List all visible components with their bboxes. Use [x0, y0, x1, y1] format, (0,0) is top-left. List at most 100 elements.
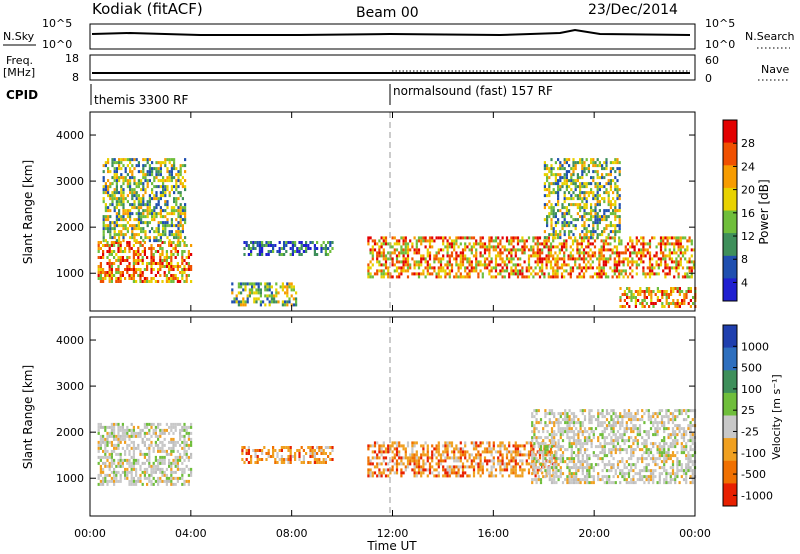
range-cell [516, 272, 520, 276]
range-cell [142, 203, 145, 207]
range-cell [583, 203, 586, 207]
range-cell [146, 280, 149, 283]
range-cell [596, 215, 599, 219]
range-cell [176, 464, 179, 468]
range-cell [143, 434, 146, 438]
range-cell [108, 479, 111, 483]
range-cell [305, 452, 308, 455]
range-cell [598, 254, 601, 258]
range-cell [563, 218, 566, 222]
range-cell [572, 203, 575, 207]
range-cell [376, 251, 379, 255]
range-cell [313, 244, 316, 247]
range-cell [576, 194, 579, 198]
range-cell [555, 418, 558, 422]
range-cell [490, 266, 493, 270]
range-cell [542, 460, 545, 464]
range-cell [113, 476, 116, 480]
range-cell [159, 467, 162, 471]
range-cell [530, 465, 533, 469]
range-cell [181, 209, 184, 213]
range-cell [422, 269, 425, 273]
range-cell [505, 453, 509, 457]
range-cell [291, 241, 294, 244]
range-cell [656, 290, 659, 293]
range-cell [115, 206, 118, 210]
range-cell [292, 297, 295, 301]
range-cell [479, 269, 482, 273]
range-cell [566, 481, 569, 485]
range-cell [115, 224, 118, 228]
range-cell [287, 458, 290, 461]
range-cell [398, 453, 401, 457]
range-cell [575, 445, 578, 449]
range-cell [603, 427, 606, 431]
range-cell [174, 464, 177, 468]
range-cell [118, 218, 121, 222]
range-cell [523, 444, 526, 448]
nsky-trace [91, 28, 691, 37]
range-cell [586, 430, 589, 434]
range-cell [550, 191, 553, 195]
range-cell [406, 462, 410, 466]
range-cell [455, 459, 458, 463]
range-cell [152, 259, 155, 262]
range-cell [424, 453, 427, 457]
range-cell [446, 471, 449, 475]
range-cell [148, 206, 151, 210]
data-region [97, 422, 193, 486]
range-cell [690, 266, 693, 270]
range-cell [409, 248, 412, 252]
range-cell [426, 260, 429, 264]
range-cell [634, 305, 637, 308]
range-cell [190, 280, 193, 283]
range-cell [181, 482, 184, 486]
range-cell [653, 266, 656, 270]
range-cell [115, 259, 118, 262]
range-cell [252, 449, 255, 452]
range-cell [516, 263, 520, 267]
range-cell [581, 170, 584, 174]
range-cell [625, 430, 628, 434]
range-cell [117, 431, 120, 435]
range-cell [173, 197, 176, 201]
range-cell [179, 209, 182, 213]
range-cell [553, 481, 556, 485]
range-cell [618, 272, 621, 276]
range-cell [162, 188, 165, 192]
range-cell [523, 242, 526, 246]
range-cell [387, 269, 390, 273]
range-cell [265, 452, 268, 455]
range-cell [510, 465, 513, 469]
range-cell [135, 164, 138, 168]
range-cell [313, 452, 316, 455]
range-cell [176, 461, 179, 465]
range-cell [170, 277, 173, 280]
range-cell [420, 236, 423, 240]
range-cell [591, 254, 594, 258]
range-cell [431, 450, 434, 454]
range-cell [406, 254, 410, 258]
range-cell [581, 421, 584, 425]
range-cell [411, 453, 414, 457]
range-cell [642, 260, 645, 264]
range-cell [639, 290, 642, 293]
range-cell [431, 444, 434, 448]
range-cell [645, 287, 648, 290]
range-cell [594, 427, 598, 431]
range-cell [168, 256, 171, 259]
range-cell [572, 164, 575, 168]
range-cell [609, 185, 612, 189]
range-cell [570, 460, 573, 464]
range-cell [376, 462, 379, 466]
range-cell [559, 421, 562, 425]
range-cell [630, 454, 633, 458]
range-cell [492, 266, 495, 270]
range-cell [446, 245, 449, 249]
range-cell [505, 239, 509, 243]
range-cell [151, 173, 154, 177]
range-cell [424, 257, 427, 261]
range-cell [99, 455, 102, 459]
range-cell [137, 212, 140, 216]
range-cell [152, 476, 155, 480]
